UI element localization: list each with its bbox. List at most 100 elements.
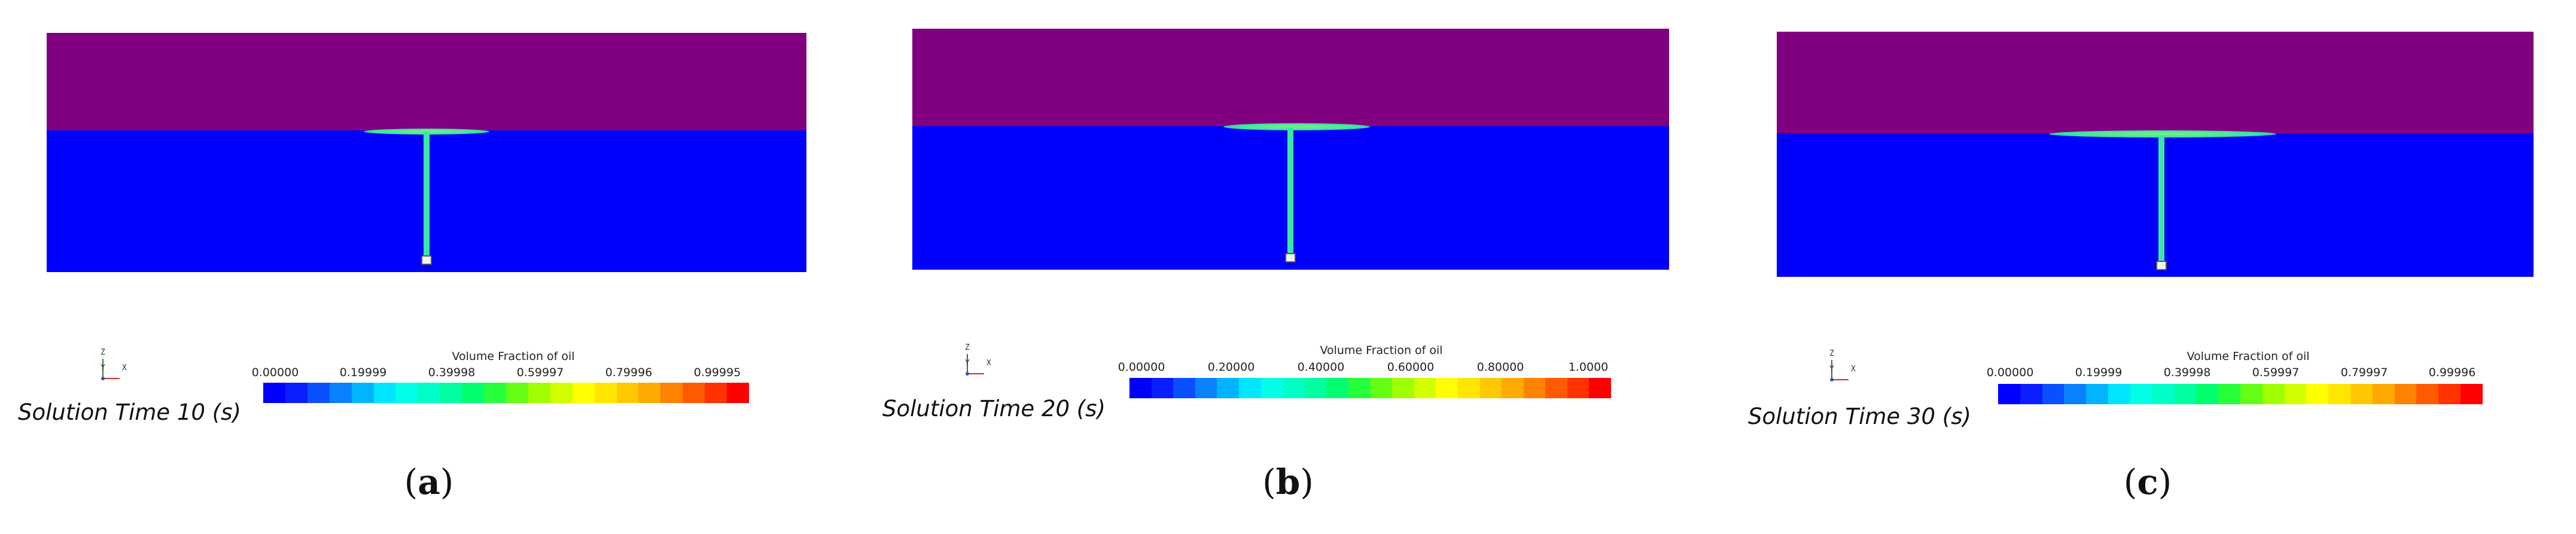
colorbar	[1998, 384, 2483, 404]
colorbar-segment	[638, 383, 661, 403]
colorbar-segment	[263, 383, 285, 403]
axis-label-y: Y	[101, 364, 105, 373]
panel-caption: (c)	[2123, 462, 2172, 502]
colorbar-segment	[2461, 384, 2483, 404]
water-region	[1777, 133, 2534, 277]
colorbar-segment	[1523, 378, 1546, 398]
simulation-view	[912, 29, 1669, 270]
solution-time-label: Solution Time 10 (s)	[18, 399, 241, 425]
colorbar-segment	[1545, 378, 1567, 398]
colorbar-segment	[440, 383, 462, 403]
legend-tick: 0.39998	[2163, 366, 2211, 379]
legend-tick: 0.19999	[339, 366, 387, 379]
colorbar-segment	[373, 383, 396, 403]
legend-tick: 1.0000	[1568, 361, 1609, 374]
colorbar-segment	[1326, 378, 1348, 398]
colorbar-segment	[1436, 378, 1458, 398]
axis-label-z: Z	[1829, 349, 1834, 358]
legend-title: Volume Fraction of oil	[2187, 350, 2310, 363]
legend-tick: 0.79997	[2340, 366, 2388, 379]
air-region	[47, 33, 806, 130]
colorbar-segment	[1370, 378, 1393, 398]
axis-triad-icon	[1830, 360, 1849, 382]
colorbar-segment	[1304, 378, 1327, 398]
axis-label-y: Y	[1829, 365, 1834, 374]
colorbar-segment	[2218, 384, 2240, 404]
colorbar	[1129, 378, 1612, 398]
colorbar-segment	[1173, 378, 1195, 398]
colorbar-segment	[616, 383, 639, 403]
panel-b: Z Y X Volume Fraction of oil 0.00000 0.2…	[858, 0, 1717, 534]
axis-label-x: X	[122, 364, 127, 373]
legend-title: Volume Fraction of oil	[1320, 344, 1443, 357]
colorbar-segment	[683, 383, 705, 403]
colorbar-segment	[1502, 378, 1524, 398]
legend-tick: 0.20000	[1207, 361, 1255, 374]
axis-triad: Z Y X	[960, 341, 996, 383]
legend-tick: 0.19999	[2075, 366, 2123, 379]
legend-tick: 0.00000	[251, 366, 299, 379]
colorbar-segment	[2042, 384, 2065, 404]
colorbar-segment	[1129, 378, 1152, 398]
colorbar-segment	[2284, 384, 2307, 404]
colorbar-segment	[2086, 384, 2109, 404]
colorbar-segment	[2438, 384, 2461, 404]
simulation-view	[1777, 32, 2534, 277]
colorbar-segment	[594, 383, 617, 403]
colorbar-segment	[2306, 384, 2329, 404]
colorbar-segment	[1151, 378, 1174, 398]
legend-tick: 0.59997	[516, 366, 564, 379]
axis-label-x: X	[1851, 365, 1856, 374]
legend-tick: 0.40000	[1297, 361, 1345, 374]
legend-tick: 0.80000	[1476, 361, 1524, 374]
colorbar-segment	[351, 383, 374, 403]
oil-slick	[1223, 123, 1370, 130]
colorbar-segment	[2152, 384, 2175, 404]
legend-tick: 0.39998	[428, 366, 476, 379]
panel-a: Z Y X Volume Fraction of oil 0.00000 0.1…	[0, 0, 858, 534]
colorbar-segment	[1479, 378, 1502, 398]
colorbar-segment	[1567, 378, 1590, 398]
axis-label-z: Z	[101, 348, 105, 357]
legend-tick: 0.99995	[693, 366, 741, 379]
axis-triad-icon	[966, 354, 984, 376]
oil-source-nozzle	[2156, 261, 2167, 270]
colorbar-segment	[1217, 378, 1239, 398]
oil-plume	[424, 132, 430, 257]
colorbar-segment	[2328, 384, 2350, 404]
legend-title: Volume Fraction of oil	[452, 350, 575, 363]
colorbar-segment	[1195, 378, 1217, 398]
colorbar-segment	[418, 383, 440, 403]
colorbar-segment	[484, 383, 506, 403]
colorbar-segment	[395, 383, 418, 403]
air-region	[1777, 32, 2534, 133]
oil-plume	[1287, 127, 1293, 254]
simulation-view	[47, 33, 806, 272]
oil-source-nozzle	[421, 255, 432, 265]
colorbar-segment	[2130, 384, 2152, 404]
colorbar-segment	[705, 383, 727, 403]
colorbar-segment	[2262, 384, 2285, 404]
oil-source-nozzle	[1285, 253, 1296, 263]
axis-label-x: X	[986, 359, 991, 368]
colorbar-segment	[572, 383, 595, 403]
panel-c: Z Y X Volume Fraction of oil 0.00000 0.1…	[1717, 0, 2575, 534]
legend-tick: 0.00000	[1118, 361, 1165, 374]
colorbar-segment	[1414, 378, 1436, 398]
colorbar-segment	[1348, 378, 1371, 398]
colorbar-segment	[1260, 378, 1283, 398]
solution-time-label: Solution Time 20 (s)	[882, 396, 1106, 422]
solution-time-label: Solution Time 30 (s)	[1748, 404, 1971, 429]
colorbar-segment	[2372, 384, 2395, 404]
legend-tick: 0.00000	[1986, 366, 2034, 379]
colorbar-segment	[506, 383, 528, 403]
legend-tick: 0.60000	[1387, 361, 1435, 374]
legend-tick: 0.79996	[605, 366, 653, 379]
oil-slick	[2049, 130, 2276, 138]
colorbar-segment	[2196, 384, 2219, 404]
colorbar-segment	[2020, 384, 2042, 404]
colorbar-segment	[660, 383, 683, 403]
panel-caption: (b)	[1262, 462, 1314, 502]
colorbar-segment	[285, 383, 307, 403]
colorbar-segment	[329, 383, 352, 403]
